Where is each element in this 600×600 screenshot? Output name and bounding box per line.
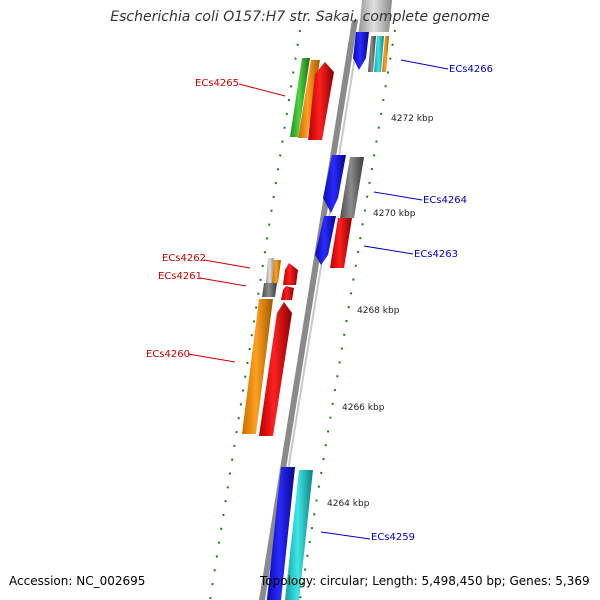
gene-feature[interactable] xyxy=(285,470,313,600)
gene-group-ecs4265[interactable] xyxy=(290,58,334,140)
gene-label-ecs4261[interactable]: ECs4261 xyxy=(158,271,202,282)
callout-line xyxy=(187,353,236,363)
gene-feature[interactable] xyxy=(340,157,364,218)
gene-label-ecs4262[interactable]: ECs4262 xyxy=(162,253,206,264)
gene-feature[interactable] xyxy=(266,258,274,283)
gene-label-ecs4266[interactable]: ECs4266 xyxy=(449,64,493,75)
tick-labels: 4272 kbp 4270 kbp 4268 kbp 4266 kbp 4264… xyxy=(327,114,434,509)
gene-feature[interactable] xyxy=(330,218,352,268)
gene-feature[interactable] xyxy=(281,286,294,300)
gene-feature[interactable] xyxy=(359,0,392,32)
gene-feature[interactable] xyxy=(283,263,298,285)
tick-label-4268: 4268 kbp xyxy=(357,306,400,316)
callout-line xyxy=(199,277,247,287)
gene-group-ecs4261[interactable] xyxy=(262,283,294,300)
gene-feature[interactable] xyxy=(323,155,346,213)
callout-line xyxy=(363,245,414,255)
gene-label-ecs4265[interactable]: ECs4265 xyxy=(195,78,239,89)
gene-group-ecs4266[interactable] xyxy=(353,0,392,72)
gene-feature[interactable] xyxy=(368,36,376,72)
tick-label-4272: 4272 kbp xyxy=(391,114,434,124)
accession-text: Accession: NC_002695 xyxy=(9,574,146,588)
gene-group-ecs4263[interactable] xyxy=(315,216,352,268)
gene-feature[interactable] xyxy=(262,283,277,297)
gene-group-ecs4264[interactable] xyxy=(323,155,364,218)
gene-feature[interactable] xyxy=(315,216,336,265)
gene-feature[interactable] xyxy=(353,32,369,70)
gene-label-ecs4264[interactable]: ECs4264 xyxy=(423,195,467,206)
tick-label-4264: 4264 kbp xyxy=(327,499,370,509)
gene-feature[interactable] xyxy=(267,467,295,600)
callout-line xyxy=(320,531,371,540)
callout-line xyxy=(238,83,286,97)
gene-group-ecs4259[interactable] xyxy=(267,467,313,600)
gene-feature[interactable] xyxy=(382,36,389,72)
tick-label-4266: 4266 kbp xyxy=(342,403,385,413)
gene-feature[interactable] xyxy=(242,299,273,434)
callout-line xyxy=(373,191,423,201)
callout-line xyxy=(400,59,449,70)
gene-feature[interactable] xyxy=(272,260,281,283)
gene-group-ecs4262[interactable] xyxy=(266,258,298,285)
gene-feature[interactable] xyxy=(259,302,292,436)
gene-label-ecs4259[interactable]: ECs4259 xyxy=(371,532,415,543)
map-title: Escherichia coli O157:H7 str. Sakai, com… xyxy=(110,9,490,25)
topology-text: Topology: circular; Length: 5,498,450 bp… xyxy=(260,574,590,588)
gene-feature[interactable] xyxy=(308,62,334,140)
gene-feature[interactable] xyxy=(290,58,310,137)
gene-group-ecs4260[interactable] xyxy=(242,299,292,436)
gene-label-ecs4260[interactable]: ECs4260 xyxy=(146,349,190,360)
callout-line xyxy=(203,259,251,269)
gene-label-ecs4263[interactable]: ECs4263 xyxy=(414,249,458,260)
gene-feature[interactable] xyxy=(374,36,384,72)
tick-label-4270: 4270 kbp xyxy=(373,209,416,219)
